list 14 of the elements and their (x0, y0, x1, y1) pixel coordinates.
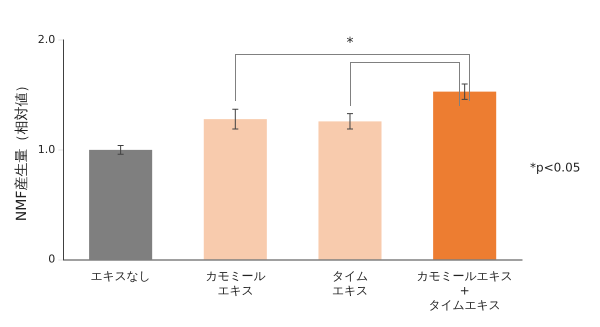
x-tick-label: カモミールエキス (205, 269, 266, 298)
y-axis-title: NMF産生量（相対値） (14, 78, 30, 222)
y-tick-label: 2.0 (38, 32, 56, 46)
bar (89, 150, 152, 260)
text: *p<0.05 (530, 160, 580, 175)
x-tick-label: タイムエキス (332, 269, 368, 298)
annotation: * (346, 34, 354, 51)
bar (204, 119, 267, 260)
y-tick-label: 1.0 (38, 142, 56, 156)
bar (433, 92, 496, 260)
y-tick-label: 0 (48, 252, 56, 266)
bar (318, 121, 382, 260)
x-tick-label: カモミールエキス + タイムエキス (416, 269, 513, 312)
x-tick-label: エキスなし (90, 269, 151, 284)
